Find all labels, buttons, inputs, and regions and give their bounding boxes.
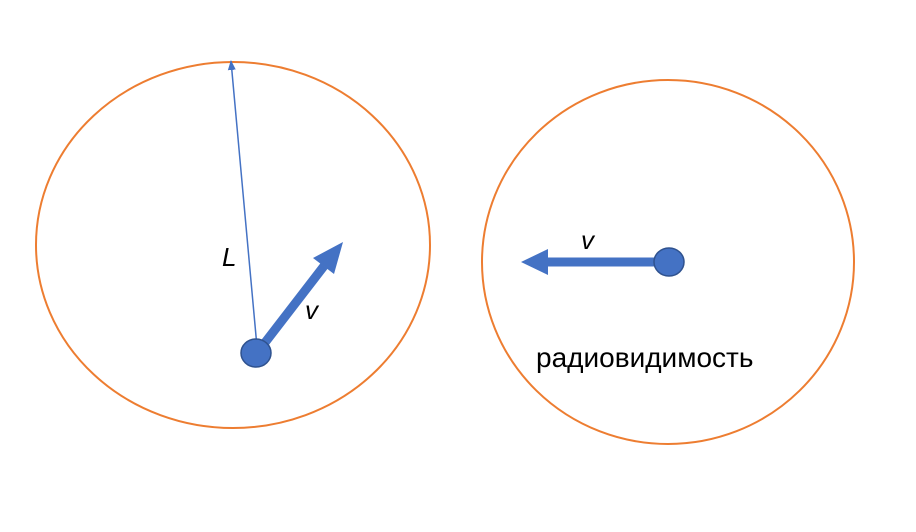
range-line <box>227 60 258 348</box>
left-velocity-arrow <box>253 242 343 356</box>
right-velocity-label: v <box>581 225 596 255</box>
visibility-caption: радиовидимость <box>536 342 753 373</box>
right-range-circle <box>481 79 855 445</box>
right-velocity-arrow <box>521 249 668 275</box>
right-node <box>653 247 685 277</box>
range-label: L <box>222 242 236 272</box>
left-velocity-label: v <box>305 295 320 325</box>
left-node <box>240 338 272 368</box>
